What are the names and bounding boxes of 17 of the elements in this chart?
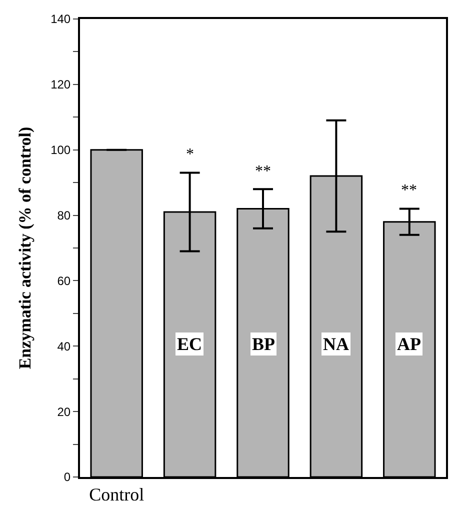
annotation: **: [401, 182, 417, 199]
y-tick-label: 60: [57, 274, 71, 288]
y-tick-label: 100: [50, 143, 71, 158]
y-tick-label: 0: [64, 470, 71, 484]
x-tick-label: BP: [252, 334, 276, 354]
annotation: **: [255, 163, 271, 180]
x-tick-label: Control: [89, 484, 144, 505]
annotation: *: [186, 146, 194, 163]
y-tick-label: 80: [57, 208, 71, 222]
x-tick-label: EC: [177, 334, 202, 354]
y-tick-label: 20: [57, 404, 71, 419]
y-tick-label: 40: [57, 339, 71, 354]
y-tick-label: 140: [50, 12, 71, 26]
x-tick-label: NA: [323, 334, 349, 354]
y-axis-title: Enzymatic activity (% of control): [16, 126, 35, 370]
x-tick-label: AP: [397, 334, 421, 354]
y-tick-label: 120: [50, 78, 71, 92]
